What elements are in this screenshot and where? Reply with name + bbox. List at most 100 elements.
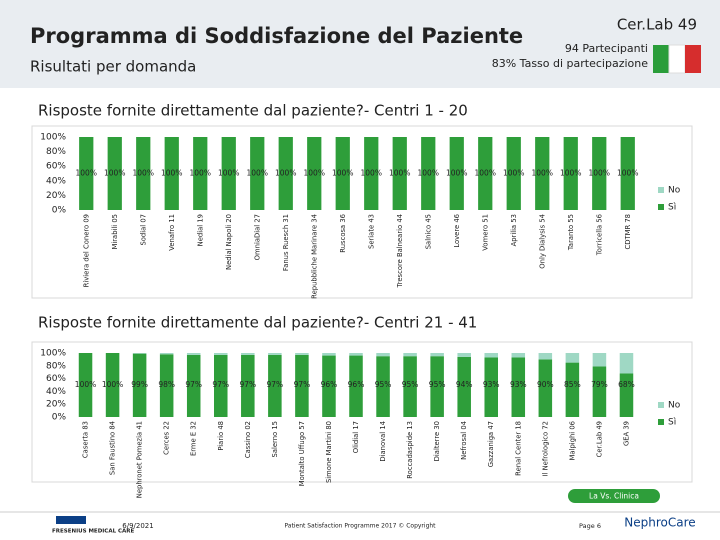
brand-icon: [56, 516, 86, 524]
x-tick-label: Olidial 17: [352, 421, 360, 453]
participants: 94 Partecipanti: [565, 42, 648, 55]
y-tick-label: 80%: [46, 361, 66, 371]
bar-segment: [295, 353, 309, 355]
bar-segment: [403, 356, 417, 417]
bar-segment: [78, 353, 93, 417]
x-tick-label: Nedial 19: [196, 214, 204, 246]
y-tick-label: 100%: [40, 349, 66, 359]
data-label: 97%: [267, 380, 284, 389]
x-tick-label: Aprilia 53: [510, 214, 518, 246]
data-label: 100%: [275, 169, 296, 178]
bar-segment: [136, 137, 151, 210]
x-tick-label: Nedial Napoli 20: [225, 214, 233, 270]
flag: [653, 44, 701, 74]
bar-segment: [132, 353, 147, 354]
bar-segment: [403, 353, 417, 357]
data-label: 96%: [348, 380, 365, 389]
x-tick-label: San Faustino 84: [109, 421, 117, 475]
legend-label: No: [668, 401, 681, 411]
bar-segment: [214, 354, 228, 417]
bar-segment: [538, 359, 553, 417]
data-label: 95%: [429, 380, 446, 389]
bar-segment: [322, 355, 336, 417]
x-tick-label: Piario 48: [217, 421, 225, 451]
bar-segment: [376, 356, 390, 417]
x-tick-label: Cer.Lab 49: [595, 421, 603, 457]
chart-title: Risposte fornite direttamente dal pazien…: [38, 314, 477, 332]
bar-segment: [592, 137, 607, 210]
bar-segment: [538, 353, 553, 360]
y-tick-label: 0%: [52, 206, 67, 216]
x-tick-label: Malpighi 06: [568, 421, 576, 460]
x-tick-label: Mirabili 05: [111, 214, 119, 250]
bar-segment: [457, 353, 471, 357]
bar-segment: [430, 356, 444, 417]
data-label: 99%: [131, 380, 148, 389]
data-label: 100%: [102, 380, 123, 389]
date: 6/9/2021: [122, 522, 153, 530]
x-tick-label: GEA 39: [622, 421, 630, 446]
bar-segment: [349, 355, 363, 417]
y-tick-label: 60%: [46, 162, 66, 172]
y-tick-label: 20%: [46, 191, 66, 201]
chart-title: Risposte fornite direttamente dal pazien…: [38, 102, 468, 120]
header-band: [0, 0, 720, 88]
x-tick-label: Cerces 22: [163, 421, 171, 455]
bar-segment: [376, 353, 390, 357]
bar-segment: [484, 357, 498, 417]
data-label: 97%: [212, 380, 229, 389]
title: Programma di Soddisfazione del Paziente: [30, 24, 523, 48]
bar-segment: [449, 137, 464, 210]
data-label: 94%: [456, 380, 473, 389]
bar-segment: [457, 356, 471, 417]
brand: FRESENIUS MEDICAL CARE: [52, 529, 135, 535]
legend-swatch: [658, 204, 664, 210]
data-label: 100%: [104, 169, 125, 178]
bar-segment: [105, 353, 120, 417]
legend-label: Sì: [668, 203, 676, 213]
y-tick-label: 100%: [40, 133, 66, 143]
bar-segment: [107, 137, 122, 210]
data-label: 100%: [76, 169, 97, 178]
data-label: 100%: [304, 169, 325, 178]
legend-label: No: [668, 186, 681, 196]
bar-segment: [506, 137, 521, 210]
chart-frame: [31, 125, 693, 299]
x-tick-label: Ruscosa 36: [339, 214, 347, 253]
data-label: 100%: [617, 169, 638, 178]
x-tick-label: Sodial 07: [139, 214, 147, 246]
y-tick-label: 20%: [46, 400, 66, 410]
bar-segment: [241, 353, 255, 355]
data-label: 100%: [560, 169, 581, 178]
data-label: 100%: [446, 169, 467, 178]
flag-green: [653, 45, 669, 73]
bar-segment: [478, 137, 493, 210]
x-tick-label: Caserta 83: [82, 421, 90, 458]
x-tick-label: Venafro 11: [168, 214, 176, 251]
data-label: 100%: [389, 169, 410, 178]
data-label: 79%: [591, 380, 608, 389]
x-tick-label: Trescore Balneario 44: [396, 214, 404, 288]
bar-segment: [335, 137, 350, 210]
data-label: 100%: [503, 169, 524, 178]
x-tick-label: Erme E 32: [190, 421, 198, 456]
bar-segment: [620, 137, 635, 210]
flag-red: [685, 45, 701, 73]
data-label: 96%: [321, 380, 338, 389]
data-label: 100%: [75, 380, 96, 389]
highlight-label: La Vs. Clinica: [589, 492, 639, 501]
clinic-name: Cer.Lab 49: [617, 16, 697, 34]
bar-segment: [563, 137, 578, 210]
data-label: 93%: [483, 380, 500, 389]
highlight-pill: [568, 489, 660, 503]
data-label: 90%: [537, 380, 554, 389]
data-label: 95%: [375, 380, 392, 389]
page-number: Page 6: [579, 522, 601, 530]
x-tick-label: Il Nefrologico 72: [541, 421, 549, 476]
bar-segment: [430, 353, 444, 357]
x-tick-label: Torricella 56: [595, 214, 603, 256]
bar-segment: [278, 137, 293, 210]
bar-segment: [392, 137, 407, 210]
data-label: 100%: [332, 169, 353, 178]
